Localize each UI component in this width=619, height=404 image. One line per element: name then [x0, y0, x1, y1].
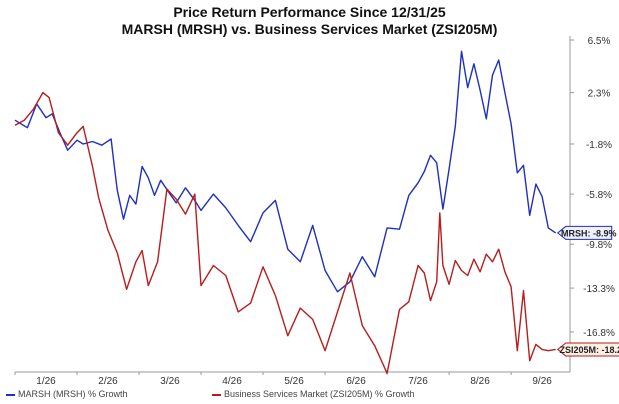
x-tick-label: 8/26 — [470, 376, 490, 387]
x-tick-label: 7/26 — [408, 376, 428, 387]
x-tick-label: 9/26 — [532, 376, 552, 387]
y-tick-label: -9.8% — [586, 240, 612, 251]
legend-item-zsi205m: Business Services Market (ZSI205M) % Gro… — [212, 389, 415, 399]
end-label-mrsh: MRSH: -8.9% — [561, 228, 617, 238]
end-label-box-mrsh — [556, 225, 613, 240]
x-tick-label: 2/26 — [98, 376, 118, 387]
y-tick-label: -13.3% — [583, 284, 615, 295]
chart-title: Price Return Performance Since 12/31/25 — [173, 4, 446, 20]
legend-swatch-zsi205m — [212, 393, 221, 396]
x-tick-label: 6/26 — [346, 376, 366, 387]
series-line-mrsh — [14, 50, 557, 293]
legend-label-zsi205m: Business Services Market (ZSI205M) % Gro… — [224, 389, 415, 399]
y-tick-label: 6.5% — [588, 36, 611, 47]
x-tick-label: 3/26 — [160, 376, 180, 387]
legend-item-mrsh: MARSH (MRSH) % Growth — [6, 389, 128, 399]
y-tick-label: -5.8% — [586, 190, 612, 201]
y-tick-label: 2.3% — [588, 89, 611, 100]
y-tick-label: -16.8% — [583, 328, 615, 339]
legend-swatch-mrsh — [6, 393, 15, 396]
series-line-zsi205m — [14, 91, 556, 374]
legend-label-mrsh: MARSH (MRSH) % Growth — [18, 389, 128, 399]
x-tick-label: 5/26 — [284, 376, 304, 387]
end-label-zsi205m: ZSI205M: -18.2% — [559, 345, 619, 355]
end-label-box-zsi205m — [556, 342, 619, 357]
x-tick-label: 1/26 — [36, 376, 56, 387]
chart-subtitle: MARSH (MRSH) vs. Business Services Marke… — [121, 21, 498, 37]
x-tick-label: 4/26 — [222, 376, 242, 387]
y-tick-label: -1.8% — [586, 140, 612, 151]
